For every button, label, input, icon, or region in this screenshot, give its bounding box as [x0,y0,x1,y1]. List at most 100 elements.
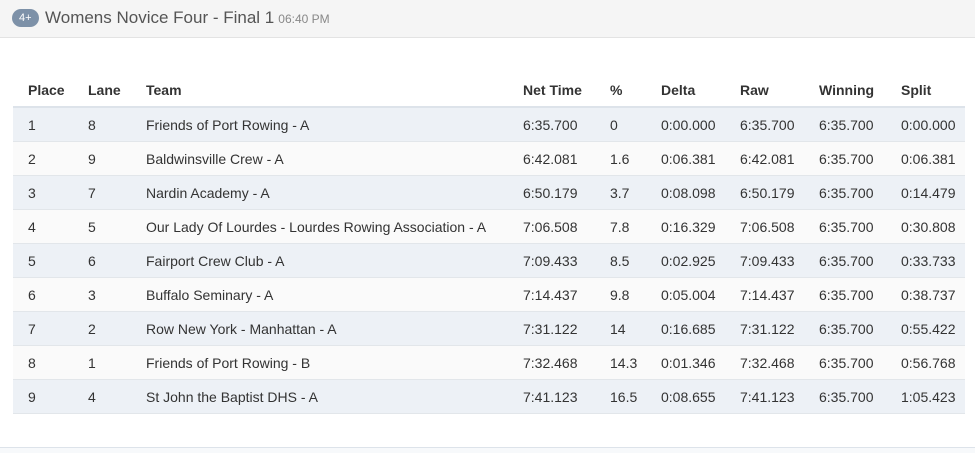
cell: 1 [13,107,73,142]
cell: 6:50.179 [725,175,804,210]
cell: 7:06.508 [725,209,804,244]
cell: 8.5 [595,243,646,278]
cell: 6 [13,277,73,312]
result-row: 6 3 Buffalo Seminary - A 7:14.437 9.8 0:05.00… [13,277,965,312]
cell: 0:56.768 [886,345,965,380]
cell: 0:05.004 [646,277,725,312]
race-title: Womens Novice Four - Final 1 06:40 PM [45,7,330,30]
result-row: 7 2 Row New York - Manhattan - A 7:31.122 14… [13,311,965,346]
column-header: Place [13,74,73,108]
result-row: 5 6 Fairport Crew Club - A 7:09.433 8.5 0:02.… [13,243,965,278]
column-header: Lane [73,74,131,108]
cell: 6:42.081 [725,141,804,176]
cell: 7:41.123 [508,379,595,414]
cell: 6:35.700 [804,107,886,142]
column-header: Net Time [508,74,595,108]
cell: 6:35.700 [804,277,886,312]
cell: 6:35.700 [804,243,886,278]
cell: 7:14.437 [508,277,595,312]
table-body: 1 8 Friends of Port Rowing - A 6:35.700 0 0:0… [13,107,965,414]
cell: 7:31.122 [725,311,804,346]
result-row: 1 8 Friends of Port Rowing - A 6:35.700 0 0:0… [13,107,965,142]
cell: 6:35.700 [804,141,886,176]
cell: St John the Baptist DHS - A [131,379,508,414]
cell: 0 [595,107,646,142]
result-row: 8 1 Friends of Port Rowing - B 7:32.468 14.3… [13,345,965,380]
cell: 0:01.346 [646,345,725,380]
results-table: Place Lane Team Net Time% Delta Raw Winning Spl… [13,74,965,414]
cell: 7:09.433 [725,243,804,278]
cell: 14.3 [595,345,646,380]
cell: 7:32.468 [508,345,595,380]
cell: Nardin Academy - A [131,175,508,210]
cell: 3 [13,175,73,210]
cell: 0:08.098 [646,175,725,210]
result-row: 3 7 Nardin Academy - A 6:50.179 3.7 0:08.098 6… [13,175,965,210]
cell: 6:42.081 [508,141,595,176]
cell: Baldwinsville Crew - A [131,141,508,176]
cell: 16.5 [595,379,646,414]
cell: 9.8 [595,277,646,312]
cell: 8 [13,345,73,380]
cell: 0:55.422 [886,311,965,346]
cell: 7.8 [595,209,646,244]
cell: 6:35.700 [508,107,595,142]
cell: 7 [13,311,73,346]
panel-footer [0,447,975,453]
boat-badge: 4+ [12,9,39,27]
cell: 5 [13,243,73,278]
cell: 0:00.000 [646,107,725,142]
cell: 0:06.381 [646,141,725,176]
title-text: Womens Novice Four - Final 1 [45,8,275,27]
cell: 9 [13,379,73,414]
cell: 7:06.508 [508,209,595,244]
cell: 7:32.468 [725,345,804,380]
cell: 6:35.700 [804,379,886,414]
cell: Row New York - Manhattan - A [131,311,508,346]
cell: 6:50.179 [508,175,595,210]
cell: 3.7 [595,175,646,210]
result-row: 4 5 Our Lady Of Lourdes - Lourdes Rowing A… [13,209,965,244]
column-header: Raw [725,74,804,108]
header: 4+ Womens Novice Four - Final 1 06:40 PM [0,0,975,38]
race-time: 06:40 PM [278,12,330,26]
cell: 14 [595,311,646,346]
cell: 6:35.700 [804,175,886,210]
cell: 7:14.437 [725,277,804,312]
cell: 7:41.123 [725,379,804,414]
cell: 6:35.700 [804,209,886,244]
column-header: Delta [646,74,725,108]
cell: Fairport Crew Club - A [131,243,508,278]
column-header: Split [886,74,965,108]
cell: 8 [73,107,131,142]
cell: 7:31.122 [508,311,595,346]
cell: 0:00.000 [886,107,965,142]
cell: 7:09.433 [508,243,595,278]
cell: 6:35.700 [804,345,886,380]
column-header: % [595,74,646,108]
cell: 6:35.700 [804,311,886,346]
cell: 0:08.655 [646,379,725,414]
cell: 0:16.329 [646,209,725,244]
cell: 2 [13,141,73,176]
cell: 6:35.700 [725,107,804,142]
result-row: 2 9 Baldwinsville Crew - A 6:42.081 1.6 0:06.… [13,141,965,176]
cell: 0:38.737 [886,277,965,312]
cell: 1:05.423 [886,379,965,414]
cell: 5 [73,209,131,244]
cell: 0:33.733 [886,243,965,278]
cell: 0:30.808 [886,209,965,244]
cell: 4 [13,209,73,244]
cell: Friends of Port Rowing - A [131,107,508,142]
cell: Buffalo Seminary - A [131,277,508,312]
cell: 2 [73,311,131,346]
cell: 6 [73,243,131,278]
result-row: 9 4 St John the Baptist DHS - A 7:41.123 16.… [13,379,965,414]
cell: 0:02.925 [646,243,725,278]
header-row: Place Lane Team Net Time% Delta Raw Winning Spl… [13,74,965,108]
cell: 4 [73,379,131,414]
cell: 7 [73,175,131,210]
cell: 0:14.479 [886,175,965,210]
cell: 1 [73,345,131,380]
